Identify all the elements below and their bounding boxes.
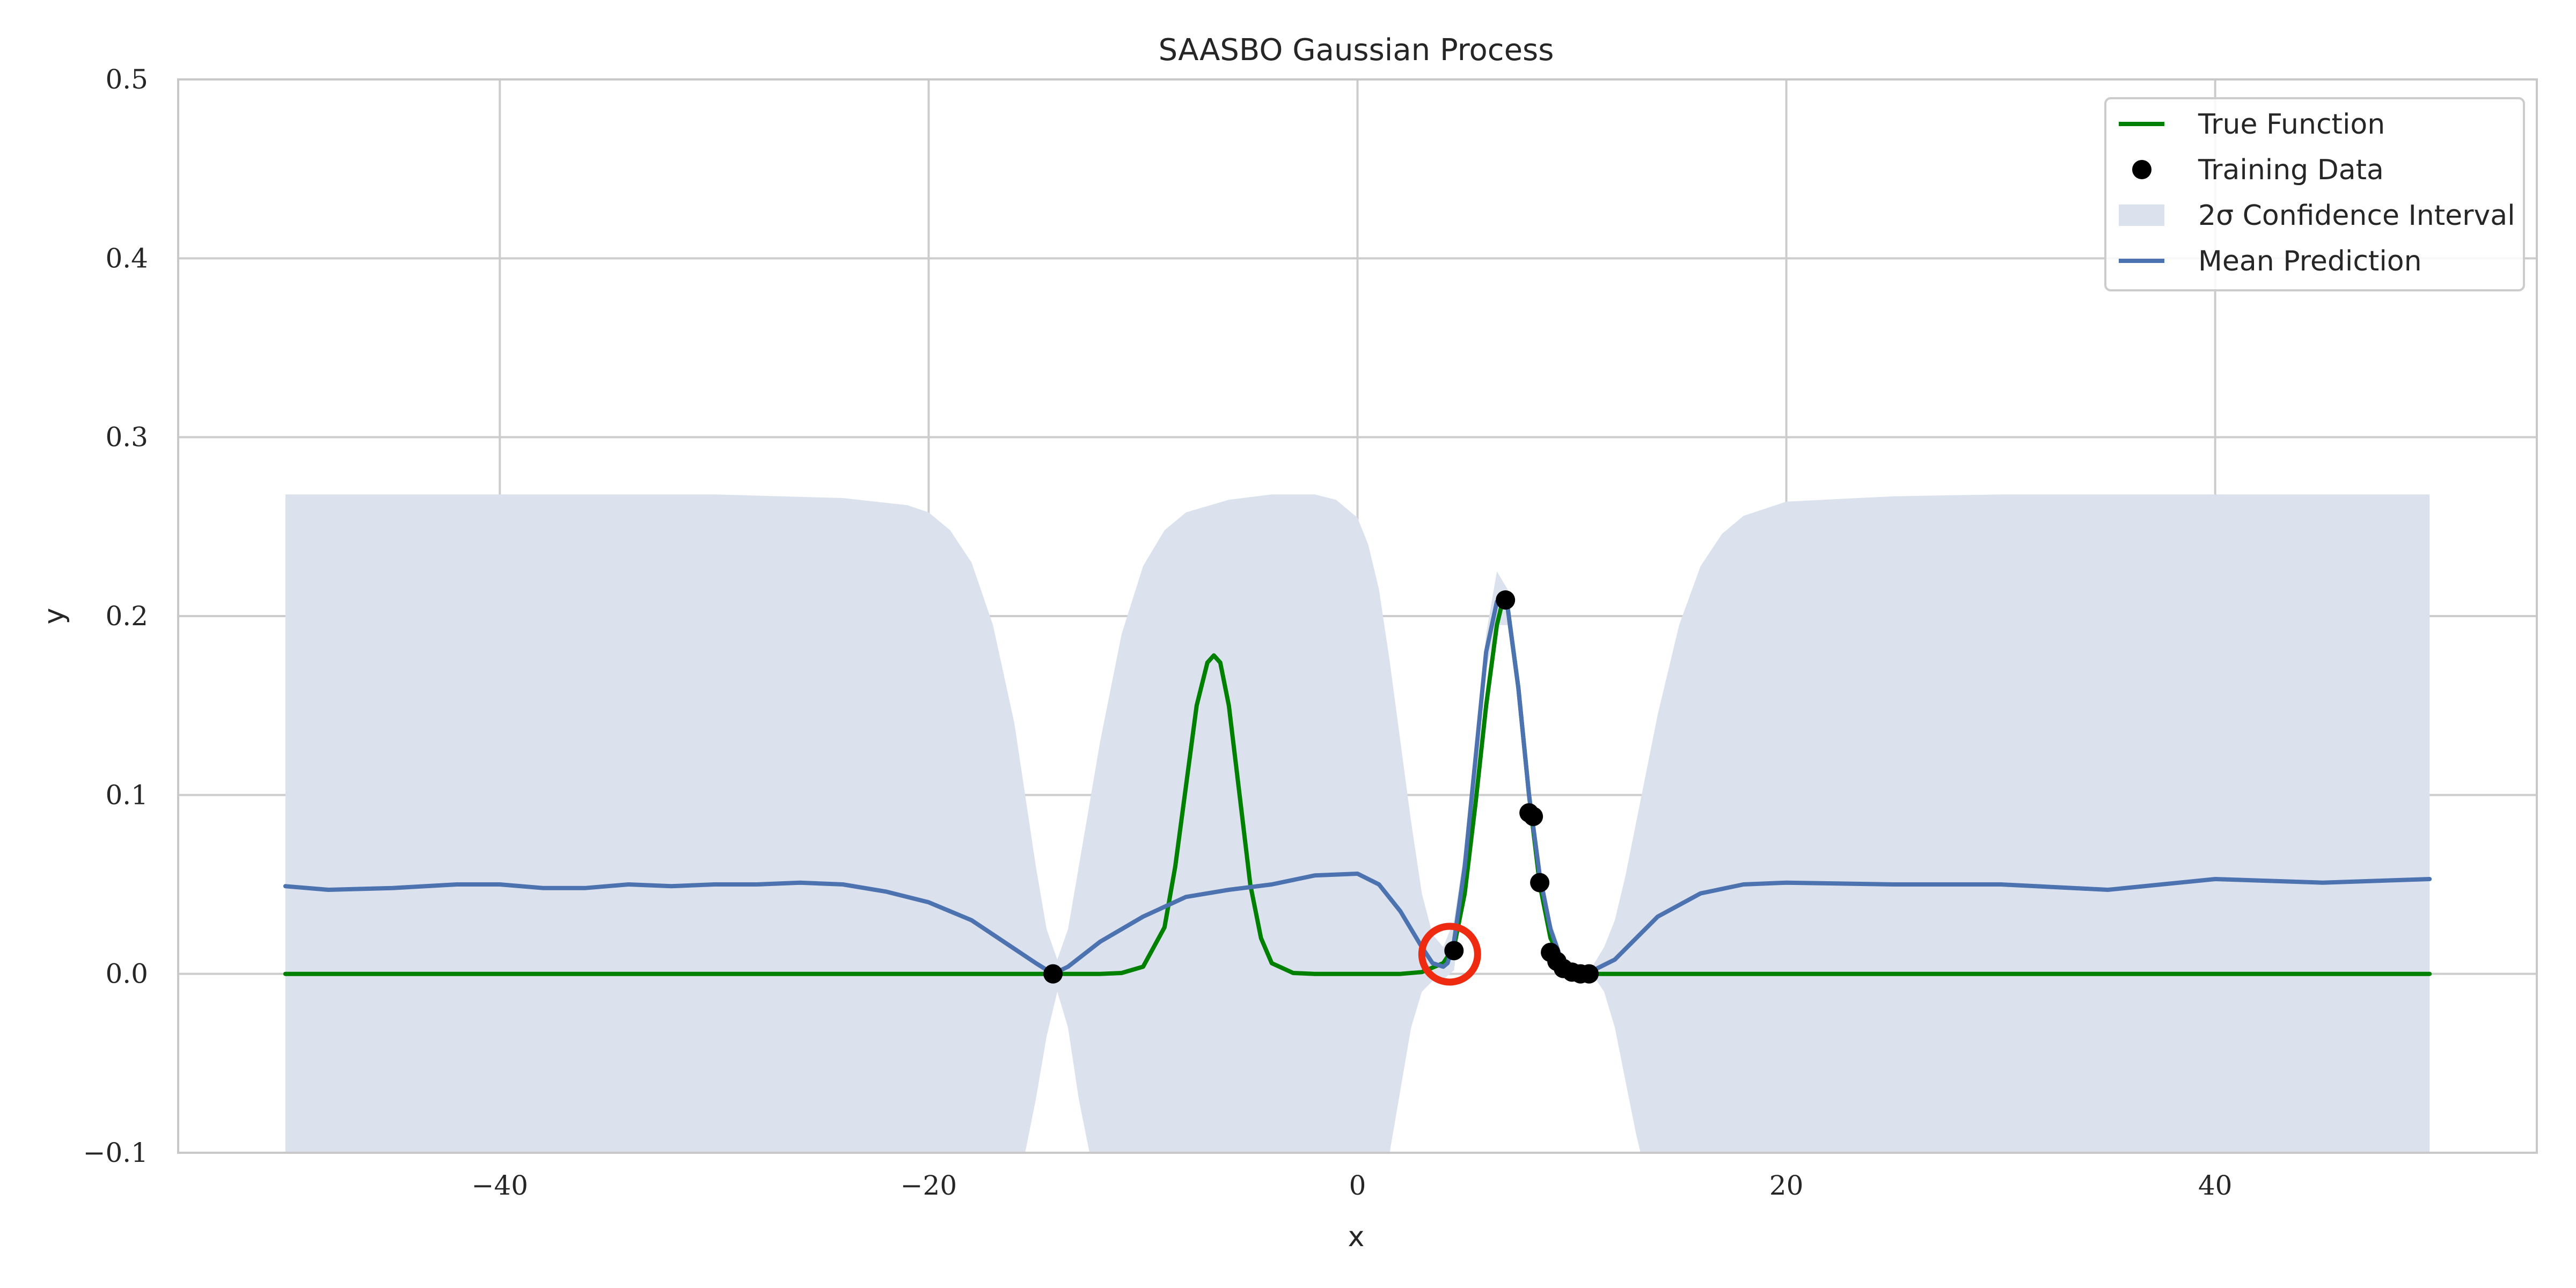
training-data-point — [1043, 964, 1063, 984]
legend-label: 2σ Confidence Interval — [2198, 200, 2515, 232]
training-data-point — [1530, 873, 1550, 892]
x-tick-label: −20 — [901, 1170, 957, 1201]
y-tick-label: 0.2 — [105, 601, 148, 632]
chart-title: SAASBO Gaussian Process — [1159, 33, 1554, 68]
highlight-ring — [1418, 923, 1481, 986]
confidence-interval-band — [285, 494, 2430, 1153]
legend-patch-swatch — [2119, 204, 2164, 226]
ticks: −40 −20 0 20 40 −0.1 0.0 0.1 0.2 0.3 0.4 0.5 — [83, 64, 2233, 1201]
legend-label: Training Data — [2198, 154, 2384, 186]
x-tick-label: −40 — [472, 1170, 529, 1201]
x-tick-label: 40 — [2198, 1170, 2233, 1201]
x-tick-label: 20 — [1769, 1170, 1804, 1201]
legend-box — [2104, 97, 2525, 291]
training-data-point — [1496, 590, 1516, 610]
y-tick-label: 0.5 — [105, 64, 148, 95]
confidence-interval-layer — [285, 494, 2430, 1153]
training-data-point — [1524, 807, 1543, 826]
training-data-point — [1579, 964, 1599, 984]
legend-label: Mean Prediction — [2198, 245, 2422, 277]
y-tick-label: 0.0 — [105, 958, 148, 990]
legend-label: True Function — [2198, 108, 2385, 141]
y-tick-label: −0.1 — [83, 1137, 148, 1168]
y-tick-label: 0.1 — [105, 779, 148, 810]
y-tick-label: 0.3 — [105, 422, 148, 453]
plot-frame — [177, 78, 2538, 1154]
x-axis-label: x — [1348, 1221, 1365, 1253]
mean-prediction-line — [283, 592, 2432, 976]
training-data-point — [1444, 941, 1464, 961]
training-points-layer — [1043, 590, 1599, 984]
legend: True Function Training Data 2σ Confidence … — [2104, 97, 2525, 291]
highlight-layer — [1418, 923, 1481, 986]
legend-marker-swatch — [2132, 160, 2151, 179]
x-tick-label: 0 — [1349, 1170, 1366, 1201]
y-axis-label: y — [38, 608, 70, 625]
y-tick-label: 0.4 — [105, 243, 148, 274]
